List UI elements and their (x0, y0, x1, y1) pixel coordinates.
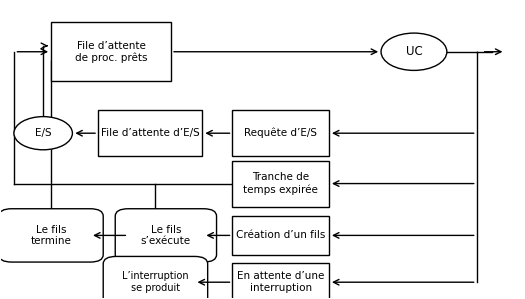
Text: File d’attente d’E/S: File d’attente d’E/S (101, 128, 200, 138)
Bar (98, 110, 203, 156)
Text: Tranche de
temps expirée: Tranche de temps expirée (244, 173, 318, 195)
Text: L’interruption
se produit: L’interruption se produit (122, 271, 189, 293)
Bar (233, 216, 329, 255)
Bar (233, 110, 329, 156)
Circle shape (14, 117, 72, 150)
Bar (51, 22, 171, 81)
Bar (233, 263, 329, 299)
Text: Le fils
s’exécute: Le fils s’exécute (141, 225, 191, 246)
Text: Création d’un fils: Création d’un fils (236, 231, 326, 240)
FancyBboxPatch shape (0, 209, 103, 262)
Text: En attente d’une
interruption: En attente d’une interruption (237, 271, 324, 293)
Text: File d’attente
de proc. prêts: File d’attente de proc. prêts (75, 41, 148, 63)
FancyBboxPatch shape (103, 257, 208, 299)
Text: UC: UC (406, 45, 422, 58)
Bar (233, 161, 329, 207)
Circle shape (381, 33, 447, 70)
Text: E/S: E/S (35, 128, 51, 138)
Text: Le fils
termine: Le fils termine (30, 225, 71, 246)
FancyBboxPatch shape (115, 209, 216, 262)
Text: Requête d’E/S: Requête d’E/S (244, 128, 317, 138)
